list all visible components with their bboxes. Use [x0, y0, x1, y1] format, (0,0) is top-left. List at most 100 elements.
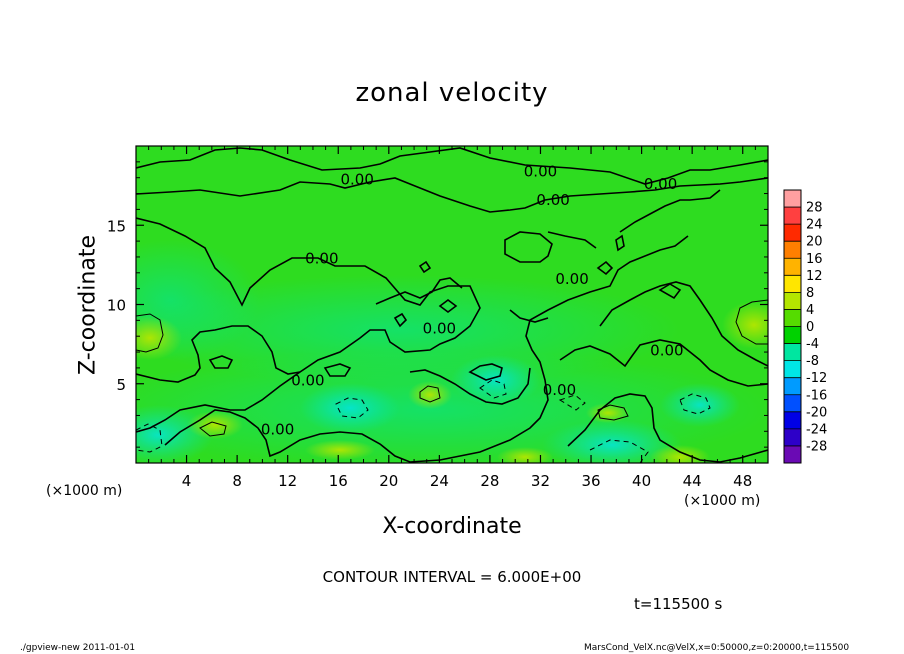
field-high-4 [650, 445, 710, 463]
colorbar-swatch [784, 411, 801, 430]
x-tick-label: 44 [683, 472, 702, 490]
colorbar-label: 8 [806, 286, 814, 301]
field-band-middle [136, 275, 680, 385]
x-tick-label: 28 [480, 472, 499, 490]
colorbar-swatch [784, 258, 801, 276]
zero-contour-cell-13 [393, 312, 408, 328]
zero-contour-cell-12 [418, 260, 432, 274]
field-high-2 [187, 411, 243, 439]
contour-label: 0.00 [423, 319, 456, 337]
contour-label: 0.00 [536, 191, 569, 209]
contour-label: 0.00 [543, 381, 576, 399]
colorbar-label: 24 [806, 218, 823, 233]
field-high-5 [497, 447, 553, 463]
colorbar-label: -16 [806, 388, 827, 403]
velocity-field [136, 146, 768, 463]
field-high-3 [586, 403, 630, 423]
y-tick-label: 10 [107, 297, 126, 315]
zero-contour-top [136, 147, 768, 185]
colorbar-label: -24 [806, 422, 827, 437]
x-tick-label: 12 [278, 472, 297, 490]
colorbar-label: -20 [806, 405, 827, 420]
zero-contour-cell-10 [438, 299, 458, 313]
contour-interval-label: CONTOUR INTERVAL = 6.000E+00 [322, 568, 582, 586]
field-high-left [136, 316, 182, 360]
zero-contour-cell-1 [375, 277, 463, 305]
colorbar-label: 20 [806, 235, 823, 250]
colorbar-swatch [784, 377, 801, 396]
colorbar-label: 28 [806, 201, 823, 216]
colorbar-swatch [784, 309, 801, 327]
colorbar-swatch [784, 207, 801, 225]
zero-contour-cell-2 [504, 231, 553, 263]
colorbar-label: -12 [806, 371, 827, 386]
colorbar-swatch [784, 343, 801, 362]
x-tick-label: 24 [430, 472, 449, 490]
colorbar-swatch [784, 326, 801, 345]
zero-contour-cell-6 [323, 363, 352, 377]
contour-label: 0.00 [261, 421, 294, 439]
field-low-2 [451, 355, 541, 405]
zero-contour-right-diagonal [619, 189, 721, 233]
zero-contour-cell-4 [509, 309, 549, 323]
colorbar: 28 24 20 16 12 8 4 0 -4 -8 -12 -16 -20 -24 -28 [783, 189, 827, 464]
contour-labels: 0.00 0.00 0.00 0.00 0.00 0.00 0.00 0.00 0.00 0.00… [261, 162, 684, 438]
zero-contour-cell-5 [468, 363, 503, 381]
colorbar-label: -4 [806, 337, 819, 352]
zero-contour-cell-9 [596, 260, 614, 276]
positive-contour-right-top [735, 299, 768, 345]
colorbar-label: -28 [806, 439, 827, 454]
y-tick-label: 5 [116, 376, 126, 394]
colorbar-swatch [784, 394, 801, 413]
field-high-right [722, 301, 768, 349]
zero-contour-right-middle [599, 281, 768, 367]
contour-label: 0.00 [340, 170, 373, 188]
colorbar-label: 4 [806, 303, 814, 318]
field-low-3 [542, 420, 682, 463]
colorbar-swatch [784, 190, 801, 208]
field-low-4 [660, 383, 740, 427]
colorbar-label: 0 [806, 320, 814, 335]
colorbar-swatch [784, 445, 801, 464]
negative-contour-4 [589, 439, 649, 463]
y-axis: 5 10 15 [107, 161, 768, 448]
contour-label: 0.00 [644, 175, 677, 193]
x-tick-label: 20 [379, 472, 398, 490]
negative-contour-2 [679, 393, 711, 415]
negative-contour-6 [558, 394, 586, 411]
x-tick-label: 36 [581, 472, 600, 490]
zero-contour-long-diagonal [136, 217, 481, 433]
zero-contour-cell-8 [658, 283, 682, 300]
zero-contour-upper-band [136, 177, 768, 213]
x-tick-label: 4 [182, 472, 192, 490]
colorbar-swatch [784, 360, 801, 379]
field-high-6 [305, 440, 375, 460]
colorbar-label: -8 [806, 354, 819, 369]
x-tick-label: 32 [531, 472, 550, 490]
time-label: t=115500 s [634, 595, 723, 613]
zero-contour-cell-3 [547, 231, 597, 249]
positive-contour-mid [419, 385, 441, 403]
colorbar-label: 12 [806, 269, 823, 284]
field-high-1 [408, 381, 452, 409]
x-unit-label-right: (×1000 m) [684, 493, 761, 509]
contour-label: 0.00 [524, 162, 557, 180]
x-tick-label: 40 [632, 472, 651, 490]
x-tick-label: 16 [329, 472, 348, 490]
colorbar-swatch [784, 241, 801, 259]
zero-contour-right-lower [559, 339, 768, 387]
field-low-1 [300, 383, 400, 433]
positive-contour-left-top [136, 313, 164, 353]
x-axis-label: X-coordinate [382, 514, 522, 539]
x-tick-label: 48 [733, 472, 752, 490]
footer-program-label: ./gpview-new 2011-01-01 [20, 643, 136, 653]
negative-contour-5 [479, 379, 507, 399]
chart-title: zonal velocity [355, 78, 549, 108]
colorbar-swatch [784, 292, 801, 310]
contour-label: 0.00 [291, 372, 324, 390]
colorbar-swatch [784, 275, 801, 293]
zero-contour-left-high [136, 325, 301, 383]
colorbar-swatch [784, 428, 801, 447]
colorbar-swatch [784, 224, 801, 242]
